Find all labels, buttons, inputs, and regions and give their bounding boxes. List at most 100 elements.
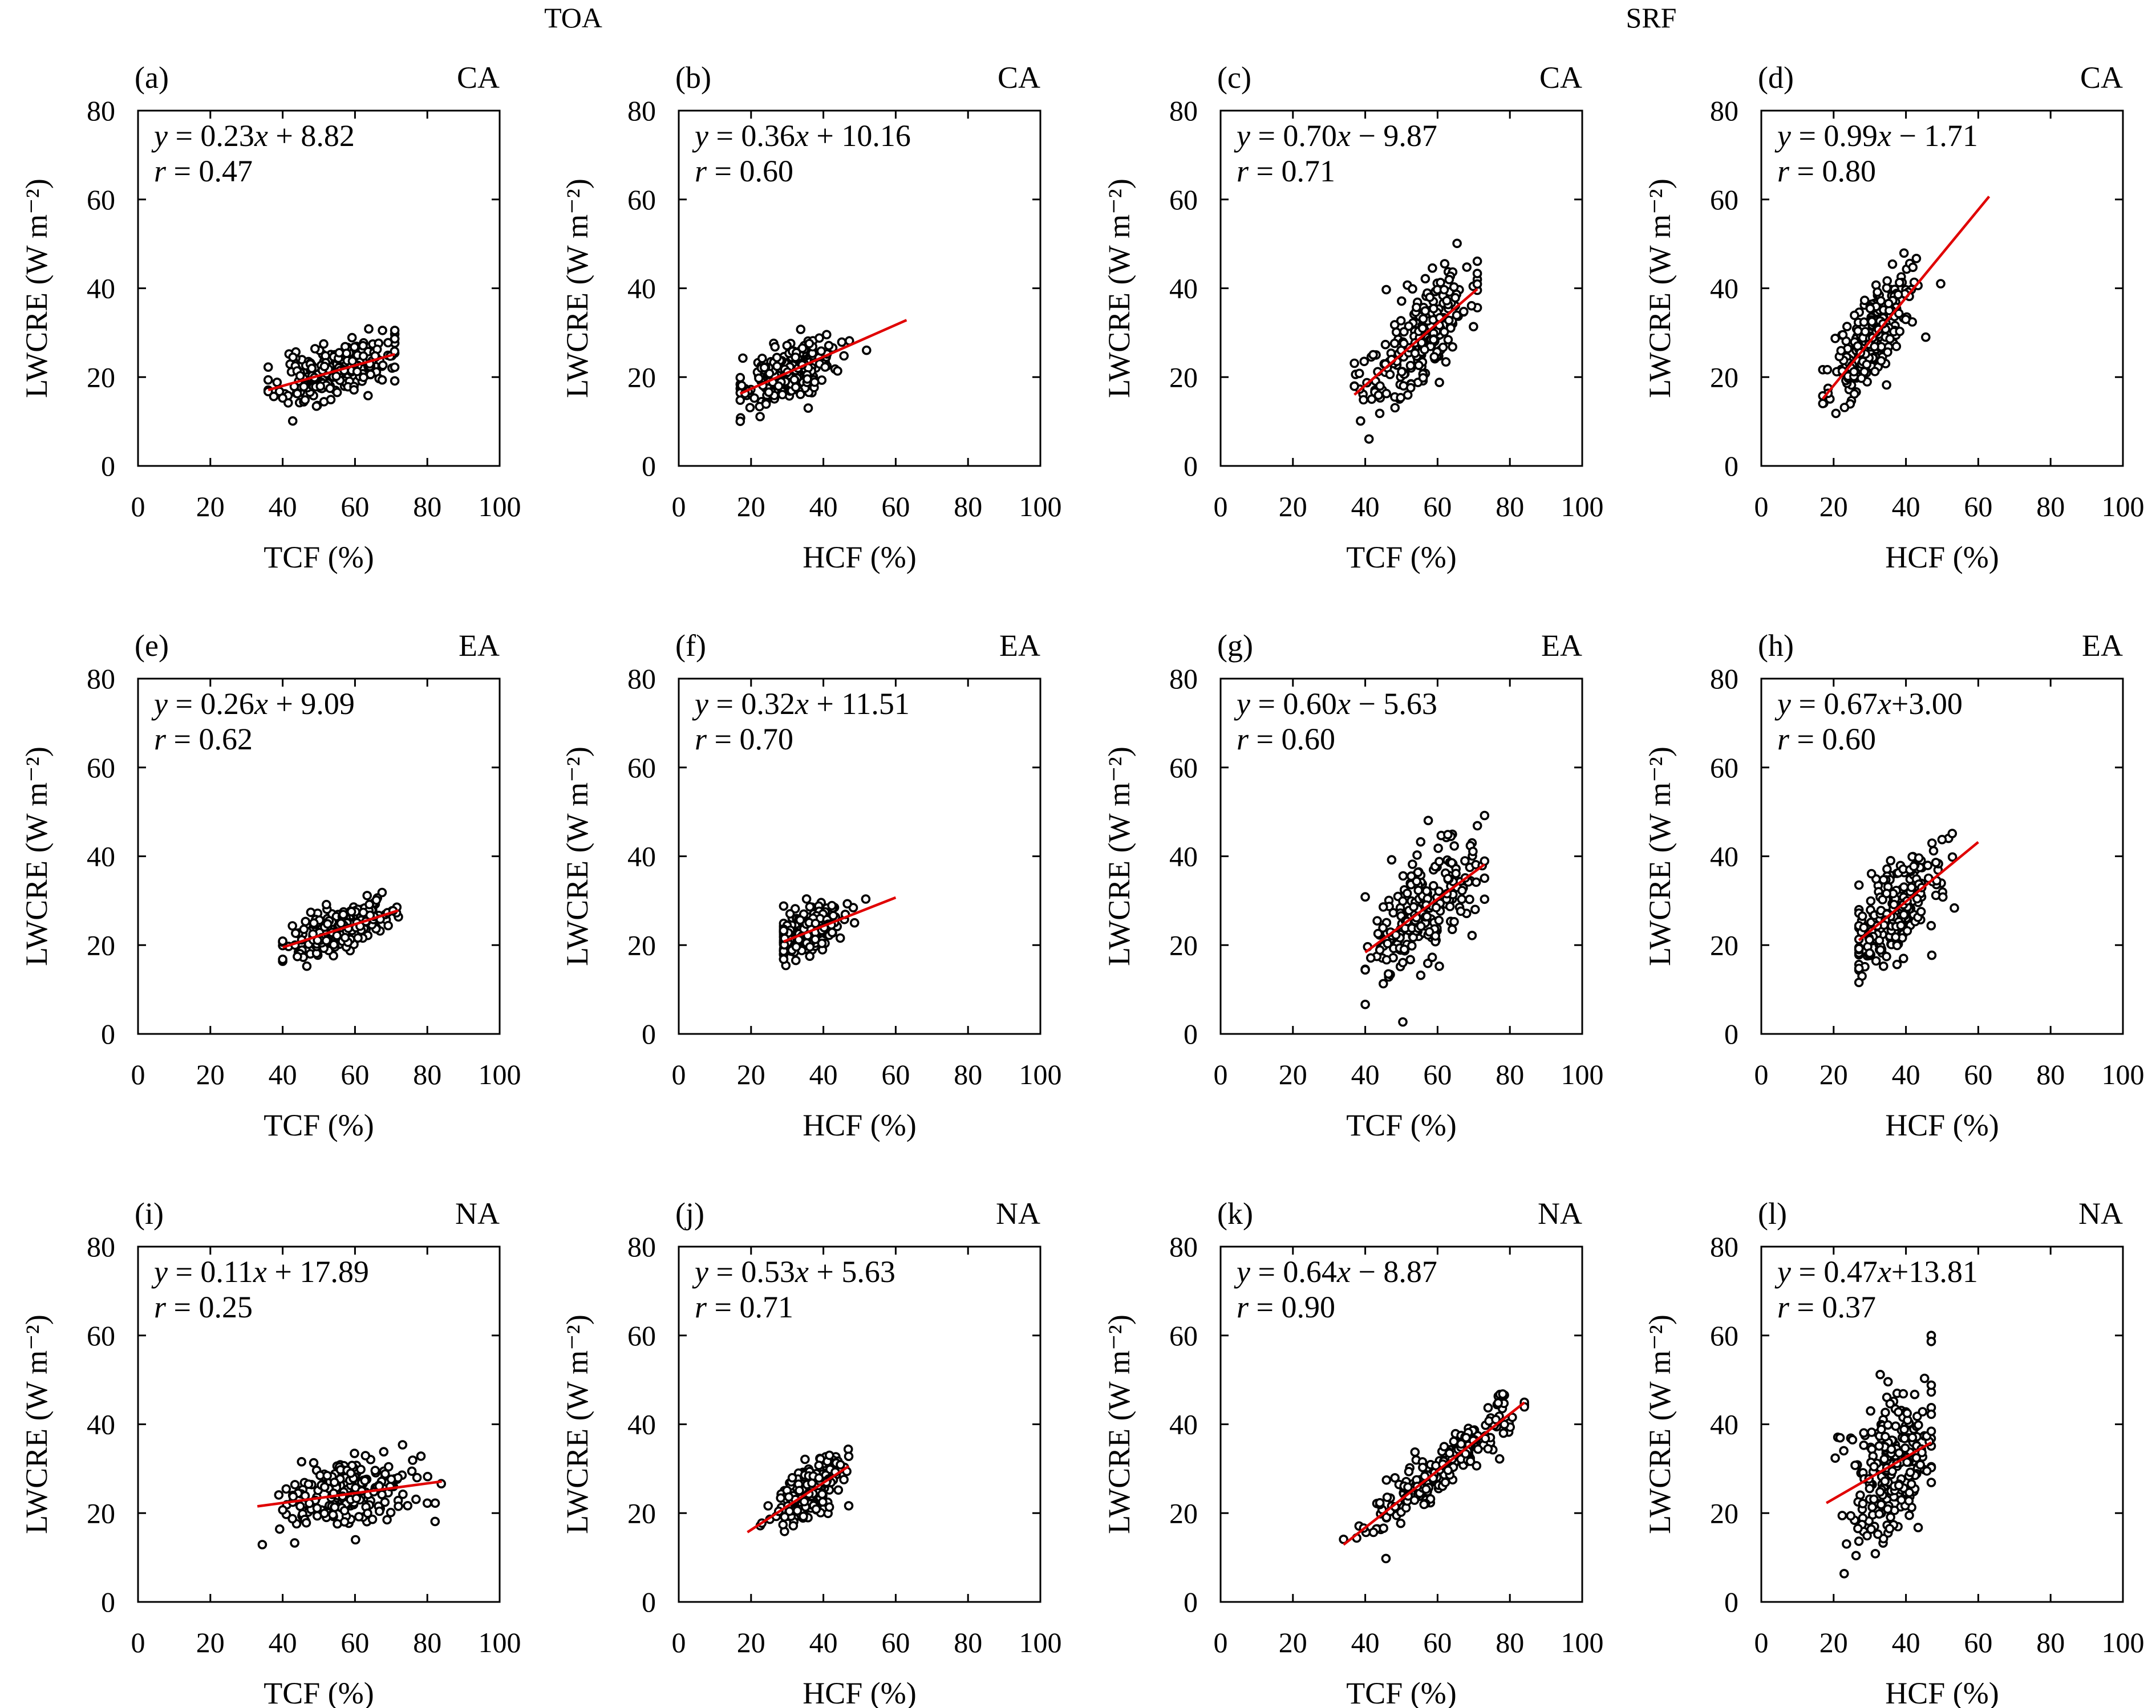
data-point	[290, 928, 301, 938]
data-point	[290, 1480, 300, 1490]
data-point	[377, 375, 387, 385]
data-point	[1865, 935, 1874, 945]
data-point	[1854, 1536, 1864, 1546]
y-tick-label: 0	[1724, 450, 1738, 482]
data-point	[1359, 395, 1368, 405]
y-tick-label: 40	[627, 273, 656, 305]
data-point	[1440, 259, 1450, 269]
y-tick-label: 60	[1710, 752, 1738, 784]
y-tick-label: 80	[1169, 1231, 1198, 1263]
x-tick-label: 60	[1423, 1058, 1452, 1090]
data-point	[1887, 1466, 1897, 1476]
data-point	[358, 340, 368, 351]
data-point	[332, 387, 342, 397]
data-point	[1892, 959, 1902, 969]
data-point	[1860, 327, 1870, 336]
data-point	[1870, 342, 1879, 352]
data-point	[288, 1492, 298, 1502]
data-point	[1882, 276, 1892, 286]
data-point	[1899, 910, 1909, 920]
data-point	[287, 921, 298, 931]
data-point	[735, 372, 745, 383]
data-point	[1857, 911, 1867, 921]
data-point	[1443, 335, 1453, 345]
region-label: CA	[2080, 60, 2123, 95]
panel-i: 0 20 40 60 80 0 20 40 60 80 100 TCF (%) LWCRE (W m⁻²…	[19, 1196, 521, 1708]
data-point	[1390, 1473, 1400, 1483]
data-point	[378, 326, 387, 335]
data-point	[326, 395, 336, 405]
x-tick-label: 40	[809, 490, 838, 522]
data-point	[274, 1490, 284, 1500]
data-point	[1439, 285, 1449, 295]
data-point	[1349, 381, 1359, 391]
data-point	[833, 1485, 844, 1495]
data-point	[1822, 364, 1833, 375]
data-point	[1414, 360, 1424, 370]
data-point	[1870, 1549, 1881, 1559]
data-point	[1457, 894, 1467, 904]
data-point	[1430, 931, 1440, 941]
data-point	[1434, 886, 1444, 896]
data-point	[1891, 932, 1900, 942]
data-point	[362, 891, 372, 900]
data-point	[1418, 1462, 1428, 1472]
data-point	[1472, 256, 1482, 266]
data-point	[1419, 1499, 1429, 1510]
data-point	[1410, 1447, 1420, 1457]
data-point	[1429, 335, 1438, 345]
data-point	[1874, 935, 1885, 946]
panel-d: 0 20 40 60 80 0 20 40 60 80 100 HCF (%) LWCRE (W m⁻²…	[1643, 60, 2145, 574]
data-point	[820, 362, 830, 372]
data-point	[319, 339, 329, 349]
data-point	[1882, 380, 1891, 390]
data-point	[1381, 1475, 1392, 1485]
data-point	[1416, 970, 1426, 980]
x-tick-label: 100	[1561, 1626, 1604, 1658]
data-point	[301, 1518, 311, 1528]
data-point	[1420, 306, 1430, 316]
data-point	[319, 362, 330, 371]
data-point	[364, 324, 374, 334]
header-srf: SRF	[1626, 2, 1677, 34]
data-point	[422, 1498, 432, 1508]
panel-b: 0 20 40 60 80 0 20 40 60 80 100 HCF (%) LWCRE (W m⁻²…	[560, 60, 1062, 574]
data-point	[293, 952, 302, 961]
data-point	[1380, 339, 1391, 350]
data-point	[1859, 923, 1869, 932]
regression-line	[739, 319, 907, 395]
data-point	[1366, 953, 1376, 963]
y-tick-label: 0	[642, 1586, 656, 1618]
data-point	[1839, 403, 1850, 412]
data-point	[1891, 1421, 1900, 1431]
data-point	[804, 339, 814, 348]
data-point	[1383, 939, 1392, 948]
regression-line	[1858, 841, 1979, 942]
y-axis-label: LWCRE (W m⁻²)	[19, 178, 54, 398]
data-point	[1859, 295, 1870, 306]
correlation-coefficient: r = 0.60	[1777, 722, 1876, 756]
x-tick-label: 60	[1964, 1626, 1992, 1658]
x-tick-label: 40	[809, 1626, 838, 1658]
data-point	[827, 927, 837, 938]
data-point	[1368, 1527, 1379, 1537]
data-point	[1460, 856, 1470, 866]
x-axis-label: TCF (%)	[264, 1676, 374, 1708]
correlation-coefficient: r = 0.60	[695, 154, 793, 188]
x-tick-label: 20	[1279, 1058, 1307, 1090]
data-point	[430, 1498, 440, 1508]
data-point	[1465, 894, 1474, 904]
data-point	[1472, 821, 1482, 831]
x-tick-label: 60	[881, 1058, 910, 1090]
data-point	[1878, 895, 1887, 904]
data-point	[844, 1451, 854, 1461]
data-point	[1359, 356, 1369, 367]
regression-equation: y = 0.32x + 11.51	[692, 687, 910, 721]
data-point	[338, 910, 348, 919]
data-point	[1882, 889, 1891, 898]
data-point	[1404, 1467, 1414, 1476]
x-tick-label: 40	[1351, 1058, 1380, 1090]
regression-equation: y = 0.99x − 1.71	[1774, 119, 1978, 153]
x-tick-label: 100	[1019, 1626, 1062, 1658]
